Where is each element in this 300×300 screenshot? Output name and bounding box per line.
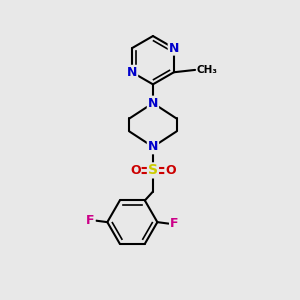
Text: N: N	[169, 42, 179, 55]
Text: N: N	[127, 66, 137, 79]
Text: N: N	[148, 140, 158, 153]
Text: CH₃: CH₃	[197, 65, 218, 75]
Text: N: N	[148, 97, 158, 110]
Text: F: F	[86, 214, 94, 227]
Text: O: O	[165, 164, 176, 177]
Text: F: F	[170, 217, 178, 230]
Text: S: S	[148, 164, 158, 177]
Text: O: O	[130, 164, 141, 177]
